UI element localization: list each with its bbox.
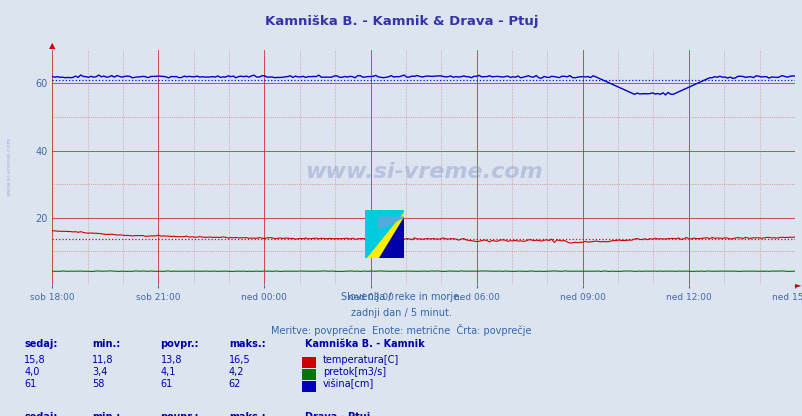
- Polygon shape: [379, 217, 403, 258]
- Polygon shape: [365, 210, 403, 258]
- Text: 61: 61: [24, 379, 36, 389]
- Text: 4,0: 4,0: [24, 367, 39, 377]
- Text: Kamniška B. - Kamnik: Kamniška B. - Kamnik: [305, 339, 424, 349]
- Text: povpr.:: povpr.:: [160, 339, 199, 349]
- Text: 11,8: 11,8: [92, 355, 114, 365]
- Text: Kamniška B. - Kamnik & Drava - Ptuj: Kamniška B. - Kamnik & Drava - Ptuj: [265, 15, 537, 27]
- Text: sedaj:: sedaj:: [24, 412, 58, 416]
- Text: 4,2: 4,2: [229, 367, 244, 377]
- Text: 58: 58: [92, 379, 104, 389]
- Text: min.:: min.:: [92, 339, 120, 349]
- Text: višina[cm]: višina[cm]: [322, 379, 374, 389]
- Text: 61: 61: [160, 379, 172, 389]
- Text: 3,4: 3,4: [92, 367, 107, 377]
- Text: maks.:: maks.:: [229, 339, 265, 349]
- Text: 4,1: 4,1: [160, 367, 176, 377]
- Text: Meritve: povprečne  Enote: metrične  Črta: povprečje: Meritve: povprečne Enote: metrične Črta:…: [271, 324, 531, 336]
- Text: 62: 62: [229, 379, 241, 389]
- Text: sedaj:: sedaj:: [24, 339, 58, 349]
- Text: www.si-vreme.com: www.si-vreme.com: [6, 136, 11, 196]
- Text: zadnji dan / 5 minut.: zadnji dan / 5 minut.: [350, 308, 452, 318]
- Text: ▲: ▲: [49, 41, 55, 50]
- Text: Slovenija / reke in morje.: Slovenija / reke in morje.: [341, 292, 461, 302]
- Text: min.:: min.:: [92, 412, 120, 416]
- Polygon shape: [379, 217, 403, 229]
- Text: 16,5: 16,5: [229, 355, 250, 365]
- Text: Drava - Ptuj: Drava - Ptuj: [305, 412, 370, 416]
- Text: povpr.:: povpr.:: [160, 412, 199, 416]
- Text: 15,8: 15,8: [24, 355, 46, 365]
- Text: www.si-vreme.com: www.si-vreme.com: [304, 162, 542, 182]
- Text: 13,8: 13,8: [160, 355, 182, 365]
- Text: ►: ►: [794, 280, 800, 290]
- Text: maks.:: maks.:: [229, 412, 265, 416]
- Text: pretok[m3/s]: pretok[m3/s]: [322, 367, 386, 377]
- Text: temperatura[C]: temperatura[C]: [322, 355, 399, 365]
